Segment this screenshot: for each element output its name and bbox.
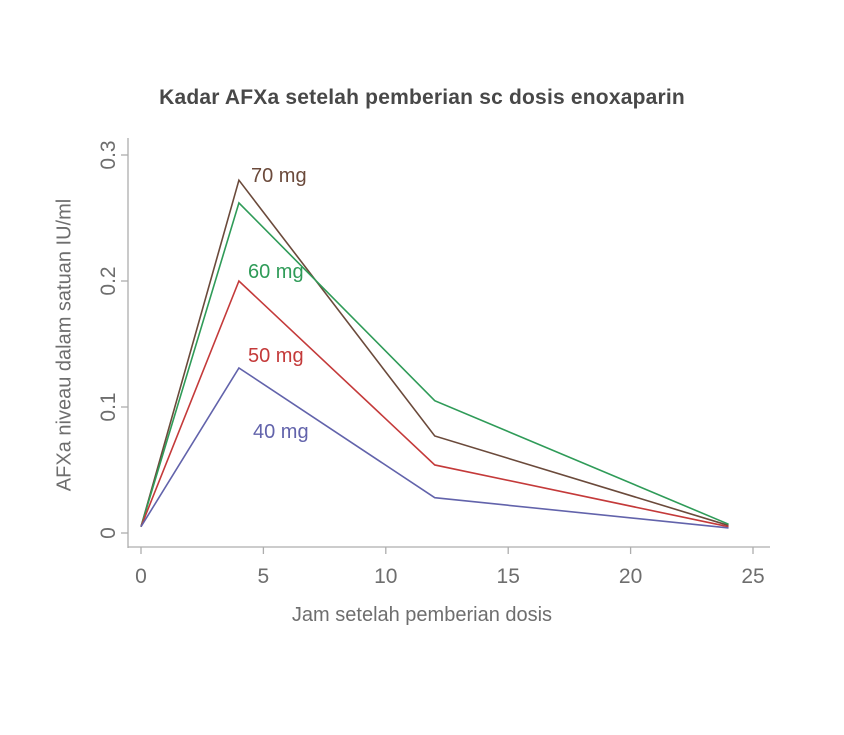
y-tick-label: 0.1	[97, 392, 120, 421]
y-tick-label: 0	[97, 527, 120, 539]
y-tick-label: 0.2	[97, 266, 120, 295]
series-label-40-mg: 40 mg	[253, 421, 309, 443]
series-label-50-mg: 50 mg	[248, 345, 304, 367]
series-label-70-mg: 70 mg	[251, 165, 307, 187]
x-tick-label: 0	[135, 565, 147, 588]
x-tick-label: 10	[374, 565, 397, 588]
chart-title: Kadar AFXa setelah pemberian sc dosis en…	[159, 86, 685, 109]
series-label-60-mg: 60 mg	[248, 261, 304, 283]
series-line-40-mg	[140, 366, 729, 529]
x-axis-label: Jam setelah pemberian dosis	[291, 604, 553, 626]
x-tick-label: 25	[741, 565, 764, 588]
y-tick-label: 0.3	[97, 140, 120, 169]
series-line-50-mg	[140, 279, 729, 528]
series-line-70-mg	[140, 178, 729, 527]
series-line-60-mg	[140, 201, 729, 527]
x-tick-label: 5	[258, 565, 270, 588]
x-tick-label: 20	[619, 565, 642, 588]
x-tick-label: 15	[497, 565, 520, 588]
